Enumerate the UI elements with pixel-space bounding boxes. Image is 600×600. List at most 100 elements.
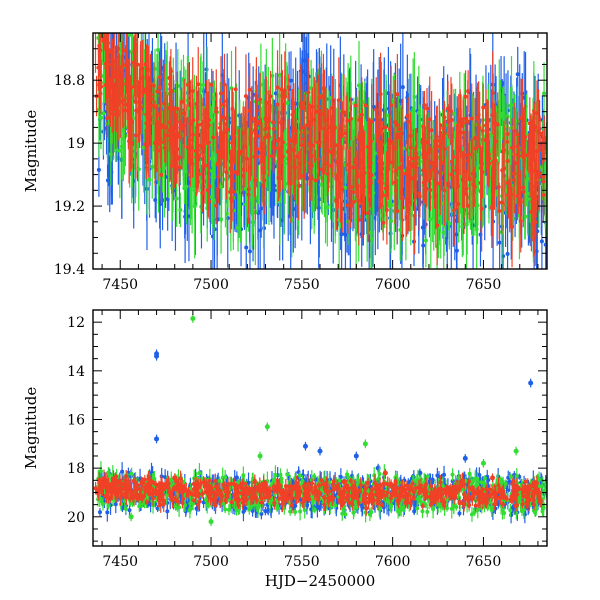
data-point (246, 187, 251, 192)
data-point (348, 116, 353, 121)
data-point (367, 139, 372, 144)
data-point (469, 116, 474, 121)
data-point (209, 195, 214, 200)
data-point (458, 117, 463, 122)
data-point (390, 160, 395, 165)
data-point (151, 83, 156, 88)
data-point (534, 182, 539, 187)
data-point (214, 109, 219, 114)
data-point (362, 170, 367, 175)
data-point (136, 167, 141, 172)
data-point (206, 140, 211, 145)
data-point (178, 119, 183, 124)
data-point (217, 151, 222, 156)
data-point (247, 87, 252, 92)
data-point (177, 155, 182, 160)
data-point (244, 245, 249, 250)
data-point (244, 156, 249, 161)
data-point (190, 145, 195, 150)
data-point (316, 104, 321, 109)
data-point (510, 224, 515, 229)
data-point (329, 150, 334, 155)
top-panel-data-points (94, 23, 547, 269)
data-point (267, 116, 272, 121)
data-point (179, 126, 184, 131)
data-point (96, 167, 101, 172)
data-point (474, 167, 479, 172)
data-point (493, 121, 498, 126)
data-point (219, 217, 224, 222)
data-point (233, 170, 238, 175)
data-point (224, 211, 229, 216)
data-point (435, 223, 440, 228)
data-point (411, 156, 416, 161)
data-point (289, 139, 294, 144)
data-point (99, 84, 104, 89)
data-point (129, 119, 134, 124)
data-point (230, 106, 235, 111)
data-point (280, 89, 285, 94)
data-point (358, 160, 363, 165)
data-point (529, 158, 534, 163)
data-point (293, 128, 298, 133)
data-point (261, 170, 266, 175)
data-point (378, 92, 383, 97)
data-point (101, 111, 106, 116)
data-point (498, 114, 503, 119)
data-point (105, 510, 110, 515)
data-point (144, 87, 149, 92)
data-point (276, 137, 281, 142)
data-point (108, 107, 113, 112)
data-point (525, 191, 530, 196)
data-point (214, 203, 219, 208)
data-point (381, 193, 386, 198)
data-point (316, 205, 321, 210)
data-point (196, 82, 201, 87)
y-tick-label: 19.4 (54, 262, 85, 278)
data-point (123, 102, 128, 107)
data-point (511, 177, 516, 182)
data-point (156, 48, 161, 53)
data-point (194, 102, 199, 107)
data-point (520, 116, 525, 121)
data-point (428, 187, 433, 192)
data-point (465, 119, 470, 124)
data-point (112, 93, 117, 98)
data-point (461, 130, 466, 135)
data-point (224, 170, 229, 175)
data-point (179, 99, 184, 104)
data-point (284, 77, 289, 82)
data-point (296, 119, 301, 124)
x-tick-label: 7650 (466, 277, 502, 293)
data-point (492, 171, 497, 176)
data-point (218, 91, 223, 96)
data-point (101, 38, 106, 43)
data-point (247, 249, 252, 254)
data-point (103, 23, 107, 27)
data-point (190, 88, 195, 93)
data-point (186, 82, 191, 87)
data-point (120, 144, 125, 149)
data-point (241, 131, 246, 136)
data-point (306, 90, 311, 95)
data-point (260, 113, 265, 118)
data-point (277, 73, 282, 78)
data-point (334, 198, 339, 203)
data-point (252, 154, 257, 159)
data-point (518, 218, 523, 223)
data-point (366, 211, 371, 216)
data-point (387, 127, 392, 132)
data-point (525, 153, 530, 158)
data-point (490, 175, 495, 180)
data-point (199, 143, 204, 148)
data-point (462, 169, 467, 174)
data-point (340, 186, 345, 191)
data-point (399, 189, 404, 194)
data-point (362, 125, 367, 130)
data-point (533, 220, 538, 225)
x-tick-label: 7450 (102, 277, 138, 293)
series-2-points (94, 23, 547, 268)
data-point (273, 91, 278, 96)
data-point (105, 178, 110, 183)
data-point (467, 176, 472, 181)
